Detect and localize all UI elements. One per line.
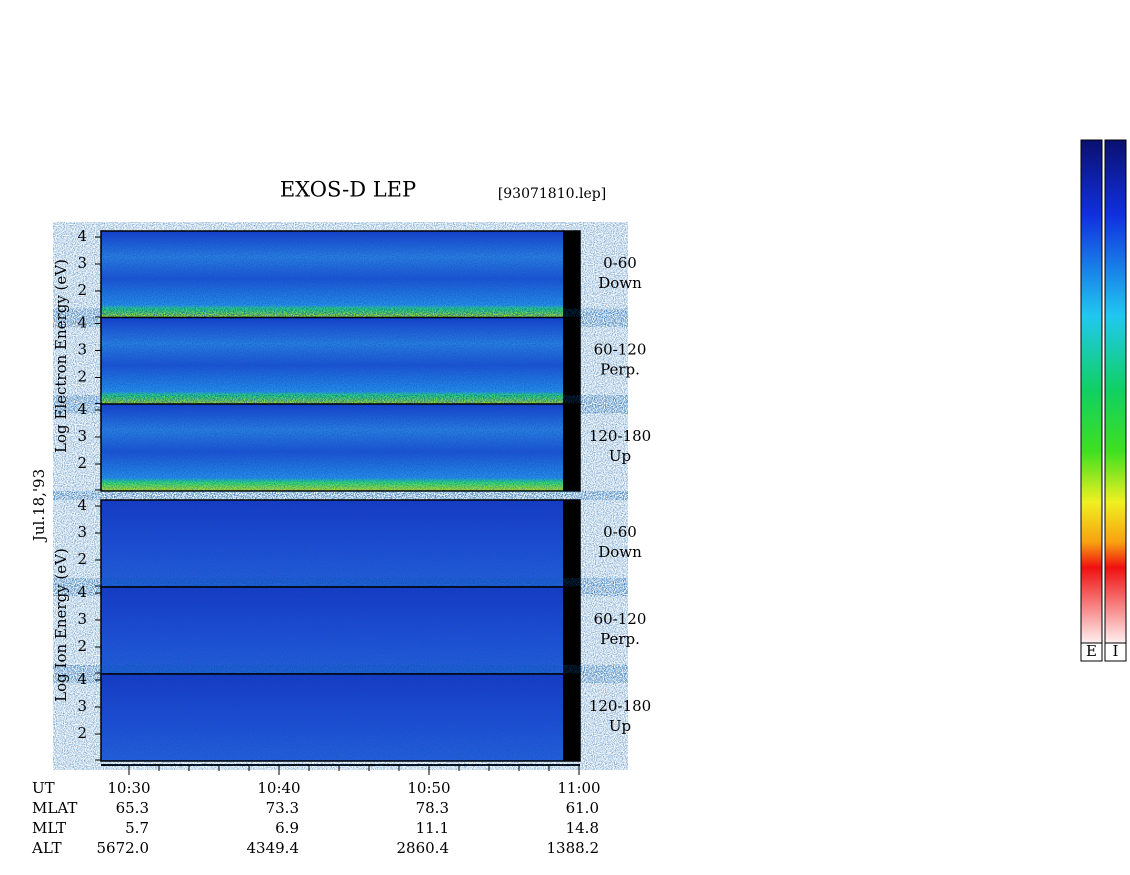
panel-label: Up (609, 717, 631, 735)
y-tick-label: 2 (77, 281, 87, 299)
panel-label: 0-60 (603, 523, 637, 541)
row-value: 6.9 (275, 819, 299, 837)
data-gap (563, 231, 580, 318)
colorbar (1080, 139, 1103, 644)
data-gap (563, 404, 580, 491)
y-tick-label: 3 (77, 427, 87, 445)
panel-label: 60-120 (594, 610, 647, 628)
row-value: 10:30 (107, 779, 150, 797)
data-gap (563, 317, 580, 405)
row-value: 10:50 (407, 779, 450, 797)
data-gap (563, 587, 580, 674)
noise (101, 317, 580, 405)
y-tick-label: 3 (77, 341, 87, 359)
row-value: 4349.4 (247, 839, 300, 857)
panel-frame (100, 673, 581, 762)
y-tick-label: 2 (77, 637, 87, 655)
y-tick-label: 4 (77, 496, 87, 514)
y-tick-label: 3 (77, 697, 87, 715)
panel-label: Down (598, 543, 642, 561)
title: EXOS-D LEP (280, 178, 416, 202)
noise (101, 674, 580, 761)
panel-label: Perp. (600, 361, 640, 379)
date: Jul.18,'93 (30, 469, 48, 543)
y-tick-label: 2 (77, 550, 87, 568)
row-value: 61.0 (566, 799, 599, 817)
row-name: UT (32, 779, 55, 797)
panel-label: 120-180 (589, 427, 651, 445)
y-axis-label: Log Electron Energy (eV) (52, 259, 70, 453)
noise (101, 231, 580, 318)
noise (101, 587, 580, 674)
panel-label: 120-180 (589, 697, 651, 715)
row-value: 65.3 (116, 799, 149, 817)
colorbar-label: E (1086, 642, 1097, 660)
panel-label: Up (609, 447, 631, 465)
y-tick-label: 2 (77, 368, 87, 386)
y-tick-label: 4 (77, 227, 87, 245)
row-value: 14.8 (566, 819, 599, 837)
row-value: 1388.2 (547, 839, 600, 857)
row-value: 2860.4 (397, 839, 450, 857)
panel-label: Perp. (600, 630, 640, 648)
y-tick-label: 3 (77, 254, 87, 272)
row-name: ALT (31, 839, 62, 857)
y-tick-label: 2 (77, 454, 87, 472)
colorbar (1104, 139, 1127, 644)
panel-label: 0-60 (603, 254, 637, 272)
y-axis-label: Log Ion Energy (eV) (52, 548, 70, 702)
data-gap (563, 500, 580, 587)
y-tick-label: 2 (77, 724, 87, 742)
noise (101, 500, 580, 587)
y-tick-label: 4 (77, 400, 87, 418)
panel-frame (100, 403, 581, 492)
y-tick-label: 4 (77, 670, 87, 688)
row-name: MLAT (32, 799, 77, 817)
panel-label: Down (598, 274, 642, 292)
data-gap (563, 674, 580, 761)
y-tick-label: 3 (77, 523, 87, 541)
row-value: 73.3 (266, 799, 299, 817)
colorbar-label-box (1104, 642, 1127, 662)
colorbar-label: I (1113, 642, 1119, 660)
panel-label: 60-120 (594, 341, 647, 359)
row-name: MLT (32, 819, 66, 837)
y-tick-label: 3 (77, 610, 87, 628)
row-value: 5672.0 (97, 839, 150, 857)
y-tick-label: 4 (77, 314, 87, 332)
colorbar-label-box (1080, 642, 1103, 662)
file-name: [93071810.lep] (498, 186, 606, 202)
row-value: 78.3 (416, 799, 449, 817)
row-value: 10:40 (257, 779, 300, 797)
row-value: 5.7 (125, 819, 149, 837)
y-tick-label: 4 (77, 583, 87, 601)
row-value: 11:00 (557, 779, 600, 797)
noise (101, 404, 580, 491)
row-value: 11.1 (416, 819, 449, 837)
